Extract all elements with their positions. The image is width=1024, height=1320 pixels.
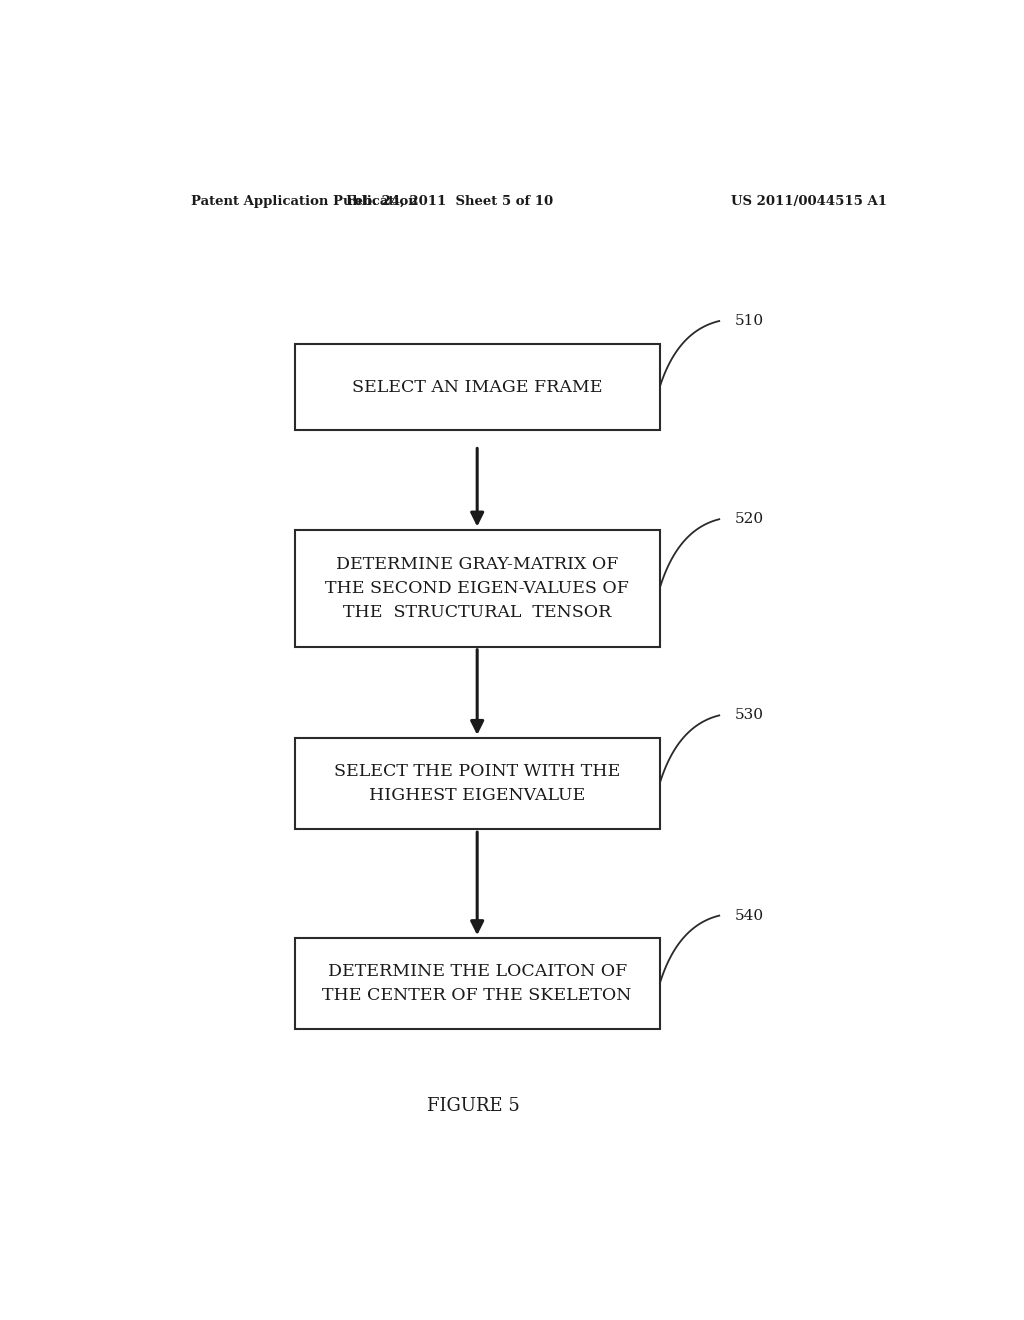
Text: 510: 510 [735, 314, 764, 329]
Text: Feb. 24, 2011  Sheet 5 of 10: Feb. 24, 2011 Sheet 5 of 10 [346, 194, 553, 207]
Text: SELECT THE POINT WITH THE
HIGHEST EIGENVALUE: SELECT THE POINT WITH THE HIGHEST EIGENV… [334, 763, 621, 804]
Text: US 2011/0044515 A1: US 2011/0044515 A1 [731, 194, 887, 207]
Text: FIGURE 5: FIGURE 5 [427, 1097, 519, 1114]
Text: Patent Application Publication: Patent Application Publication [191, 194, 418, 207]
Bar [295, 939, 659, 1030]
Text: 520: 520 [735, 512, 764, 527]
Bar [295, 738, 659, 829]
Text: DETERMINE THE LOCAITON OF
THE CENTER OF THE SKELETON: DETERMINE THE LOCAITON OF THE CENTER OF … [323, 964, 632, 1005]
Text: DETERMINE GRAY-MATRIX OF
THE SECOND EIGEN-VALUES OF
THE  STRUCTURAL  TENSOR: DETERMINE GRAY-MATRIX OF THE SECOND EIGE… [326, 556, 629, 620]
Text: 530: 530 [735, 709, 764, 722]
Text: 540: 540 [735, 908, 764, 923]
Bar [295, 345, 659, 430]
Text: SELECT AN IMAGE FRAME: SELECT AN IMAGE FRAME [352, 379, 602, 396]
Bar [295, 529, 659, 647]
